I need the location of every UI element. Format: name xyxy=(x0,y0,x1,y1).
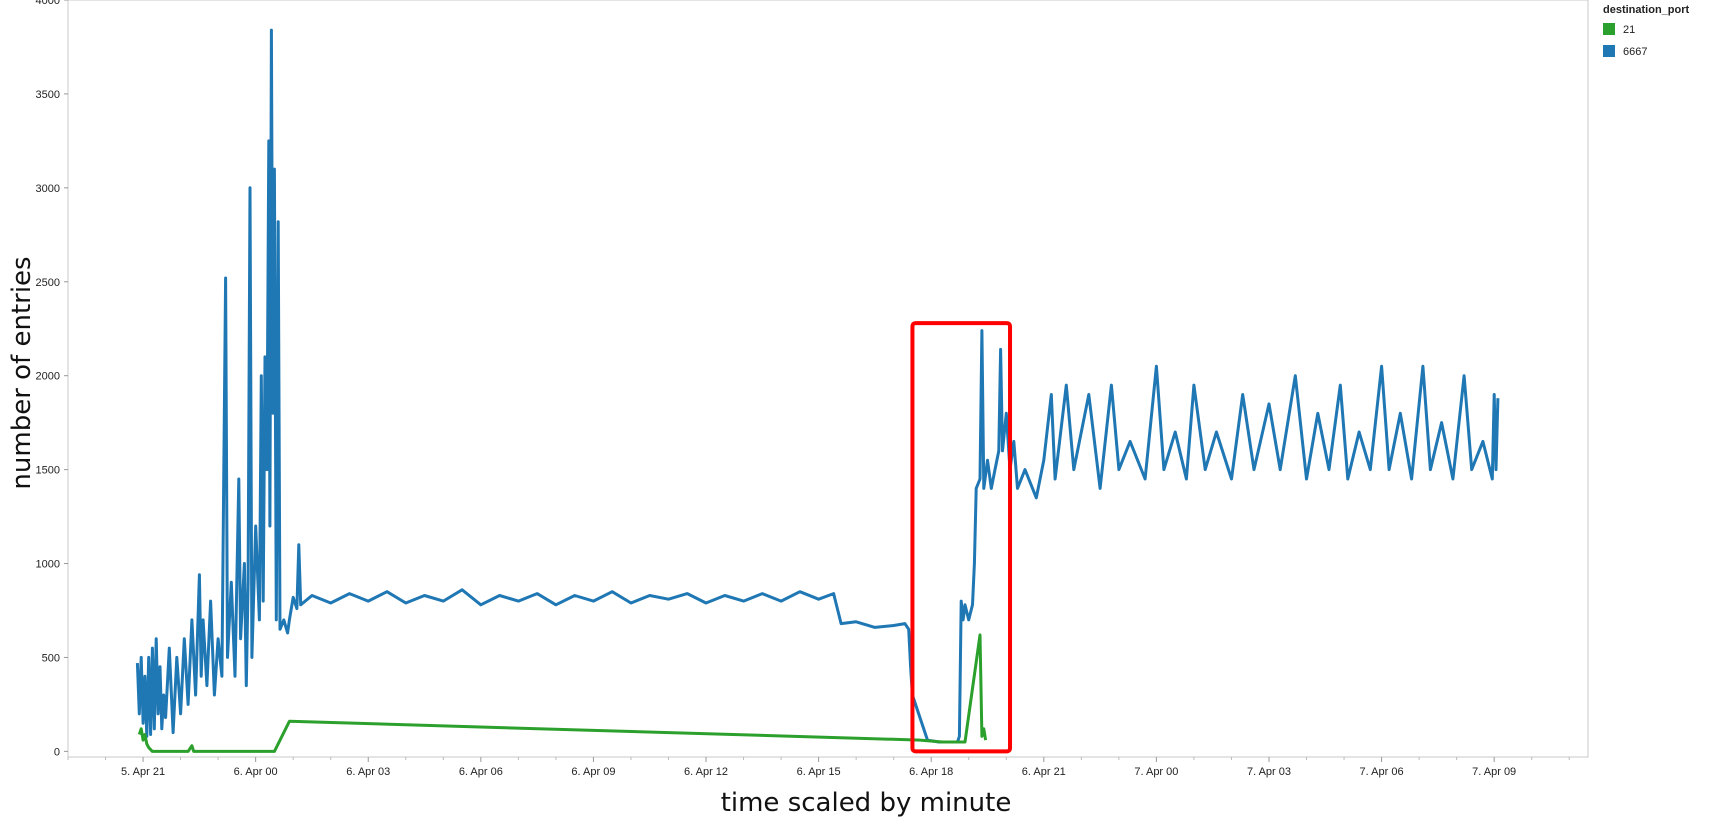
x-axis-title: time scaled by minute xyxy=(721,788,1012,818)
y-tick-label: 2500 xyxy=(36,277,60,289)
x-tick-label: 6. Apr 15 xyxy=(797,766,841,778)
x-tick-label: 7. Apr 09 xyxy=(1472,766,1516,778)
x-tick-label: 7. Apr 00 xyxy=(1134,766,1178,778)
legend-label-6667: 6667 xyxy=(1623,46,1647,58)
series-line-21 xyxy=(137,633,988,753)
legend-swatch-6667 xyxy=(1603,45,1615,57)
series-layer xyxy=(135,28,1500,753)
x-tick-label: 7. Apr 03 xyxy=(1247,766,1291,778)
legend-title: destination_port xyxy=(1603,4,1690,16)
x-tick-label: 7. Apr 06 xyxy=(1360,766,1404,778)
x-tick-label: 6. Apr 18 xyxy=(909,766,953,778)
y-tick-label: 1500 xyxy=(36,465,60,477)
y-tick-label: 1000 xyxy=(36,559,60,571)
x-tick-label: 6. Apr 21 xyxy=(1022,766,1066,778)
y-tick-label: 500 xyxy=(42,652,60,664)
highlight-box xyxy=(910,321,1013,754)
x-axis: 5. Apr 21 6. Apr 00 6. Apr 03 6. Apr 06 6. A… xyxy=(67,757,1570,778)
x-tick-label: 5. Apr 21 xyxy=(121,766,165,778)
y-tick-label: 3000 xyxy=(36,183,60,195)
y-axis-title: number of entries xyxy=(7,256,37,489)
series-line-6667 xyxy=(135,28,1500,744)
x-tick-label: 6. Apr 03 xyxy=(346,766,390,778)
legend-label-21: 21 xyxy=(1623,24,1635,36)
y-tick-label: 2000 xyxy=(36,371,60,383)
y-axis: 0 500 1000 1500 2000 2500 3000 3500 4000 xyxy=(36,0,68,758)
x-tick-label: 6. Apr 06 xyxy=(459,766,503,778)
y-tick-label: 0 xyxy=(54,746,60,758)
x-tick-label: 6. Apr 12 xyxy=(684,766,728,778)
x-tick-label: 6. Apr 00 xyxy=(234,766,278,778)
x-tick-label: 6. Apr 09 xyxy=(571,766,615,778)
plot-frame xyxy=(67,0,1589,758)
legend: destination_port 21 6667 xyxy=(1603,4,1690,58)
legend-swatch-21 xyxy=(1603,23,1615,35)
y-tick-label: 3500 xyxy=(36,89,60,101)
y-tick-label: 4000 xyxy=(36,0,60,7)
